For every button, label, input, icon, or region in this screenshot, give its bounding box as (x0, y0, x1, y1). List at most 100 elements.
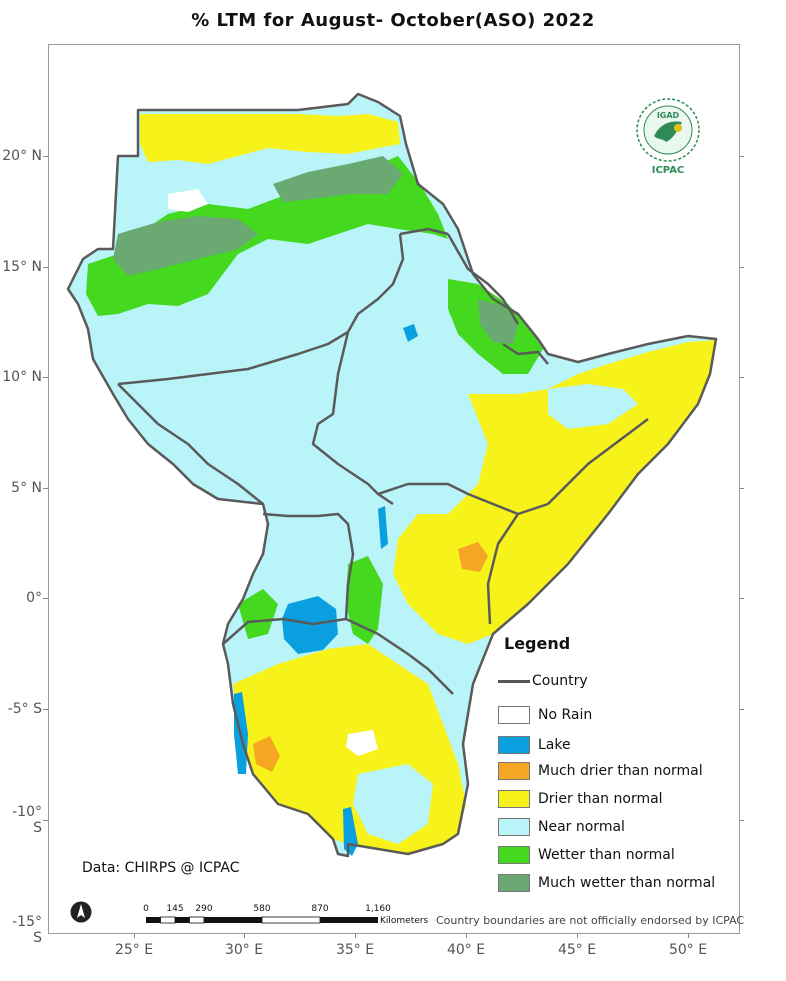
lon-tick (355, 933, 356, 938)
lat-tick (43, 377, 48, 378)
legend-line-swatch (498, 679, 530, 683)
country-boundaries (66, 92, 718, 858)
legend-label: No Rain (538, 707, 593, 723)
scale-tick-label: 580 (253, 904, 271, 914)
rainfall-anomaly-map (66, 92, 718, 858)
legend-item-much-drier: Much drier than normal (498, 760, 703, 782)
data-source: Data: CHIRPS @ ICPAC (82, 860, 240, 876)
region-near-normal-ethiopia (548, 384, 638, 429)
lat-label-10s: -10° S (12, 804, 42, 836)
scale-tick-label: 1,160 (365, 904, 391, 914)
lat-label-10n: 10° N (2, 369, 42, 385)
border-southsudan-ethiopia (311, 331, 394, 506)
lon-label-30e: 30° E (224, 942, 264, 958)
legend-item-lake: Lake (498, 734, 571, 756)
region-wetter-west (238, 589, 278, 639)
lon-tick (466, 933, 467, 938)
lat-tick (43, 709, 48, 710)
lon-label-35e: 35° E (335, 942, 375, 958)
legend-label: Drier than normal (538, 791, 663, 807)
lat-tick (739, 820, 744, 821)
legend-swatch-much-drier (498, 762, 530, 780)
legend-label: Lake (538, 737, 571, 753)
region-no-rain-tanzania (346, 730, 378, 756)
lon-label-50e: 50° E (668, 942, 708, 958)
lat-tick (43, 267, 48, 268)
lat-tick (739, 156, 744, 157)
lat-tick (43, 820, 48, 821)
legend-swatch-drier (498, 790, 530, 808)
lat-label-5n: 5° N (11, 480, 42, 496)
border-sudan-southsudan (117, 233, 405, 386)
map-title: % LTM for August- October(ASO) 2022 (191, 10, 595, 31)
scale-tick-label: 145 (166, 904, 184, 914)
legend-swatch-much-wetter (498, 874, 530, 892)
lon-tick (244, 933, 245, 938)
legend-label: Much drier than normal (538, 763, 703, 779)
lake-turkana (378, 506, 388, 549)
lon-tick (577, 933, 578, 938)
region-wetter-sahel (86, 156, 448, 316)
lat-label-15n: 15° N (2, 259, 42, 275)
lon-tick (688, 933, 689, 938)
legend-item-wetter: Wetter than normal (498, 844, 675, 866)
legend-swatch-no-rain (498, 706, 530, 724)
legend-label: Near normal (538, 819, 625, 835)
legend-item-near-normal: Near normal (498, 816, 625, 838)
lat-label-15s: -15° S (12, 914, 42, 946)
lat-tick (739, 598, 744, 599)
lat-tick (43, 156, 48, 157)
lon-label-45e: 45° E (557, 942, 597, 958)
region-much-drier-tanzania-west (253, 736, 280, 772)
border-ethiopia-somalia (547, 418, 649, 505)
scale-unit: Kilometers (380, 916, 429, 926)
legend-label: Much wetter than normal (538, 875, 716, 891)
legend-item-country: Country (498, 670, 588, 692)
scale-bar-graphic (146, 916, 378, 924)
lat-label-20n: 20° N (2, 148, 42, 164)
region-much-wetter-north (273, 156, 403, 202)
lake-malawi (343, 807, 358, 856)
logo-top-text: IGAD (657, 111, 680, 120)
lat-tick (739, 377, 744, 378)
border-sudan-ethiopia (399, 227, 449, 236)
scale-tick-label: 290 (195, 904, 213, 914)
country-outline (66, 92, 718, 858)
lon-label-25e: 25° E (114, 942, 154, 958)
lake-victoria (282, 596, 338, 654)
region-landmass (68, 94, 716, 856)
legend-label: Country (532, 673, 588, 689)
lat-label-0: 0° (26, 590, 42, 606)
legend-item-much-wetter: Much wetter than normal (498, 872, 715, 894)
lon-label-40e: 40° E (446, 942, 486, 958)
border-kenya-tanzania (345, 617, 454, 695)
lat-tick (739, 267, 744, 268)
lake-tana (403, 324, 418, 342)
legend-label: Wetter than normal (538, 847, 675, 863)
lat-tick (739, 709, 744, 710)
legend-swatch-lake (498, 736, 530, 754)
lon-tick (134, 933, 135, 938)
legend-swatch-near-normal (498, 818, 530, 836)
igad-icpac-logo: IGAD ICPAC (636, 98, 700, 176)
region-drier-north (140, 114, 400, 164)
border-uganda (262, 512, 355, 620)
scale-bar: 0 145 290 580 870 1,160 Kilometers (143, 904, 446, 928)
legend-item-no-rain: No Rain (498, 704, 592, 726)
lat-tick (43, 488, 48, 489)
north-arrow-icon (70, 901, 92, 923)
legend-item-drier: Drier than normal (498, 788, 663, 810)
region-near-normal-tanzania-south (353, 764, 433, 844)
border-djibouti (502, 342, 549, 365)
logo-bottom-text: ICPAC (652, 165, 685, 176)
legend-title: Legend (504, 634, 571, 653)
region-much-wetter-west (113, 216, 258, 276)
boundary-disclaimer: Country boundaries are not officially en… (436, 914, 745, 927)
legend-swatch-wetter (498, 846, 530, 864)
border-southsudan-south (117, 383, 264, 505)
lat-tick (739, 488, 744, 489)
scale-tick-label: 870 (311, 904, 329, 914)
region-much-wetter-ethiopia (478, 299, 518, 344)
region-much-drier-kenya (458, 542, 488, 572)
scale-tick-label: 0 (143, 904, 149, 914)
